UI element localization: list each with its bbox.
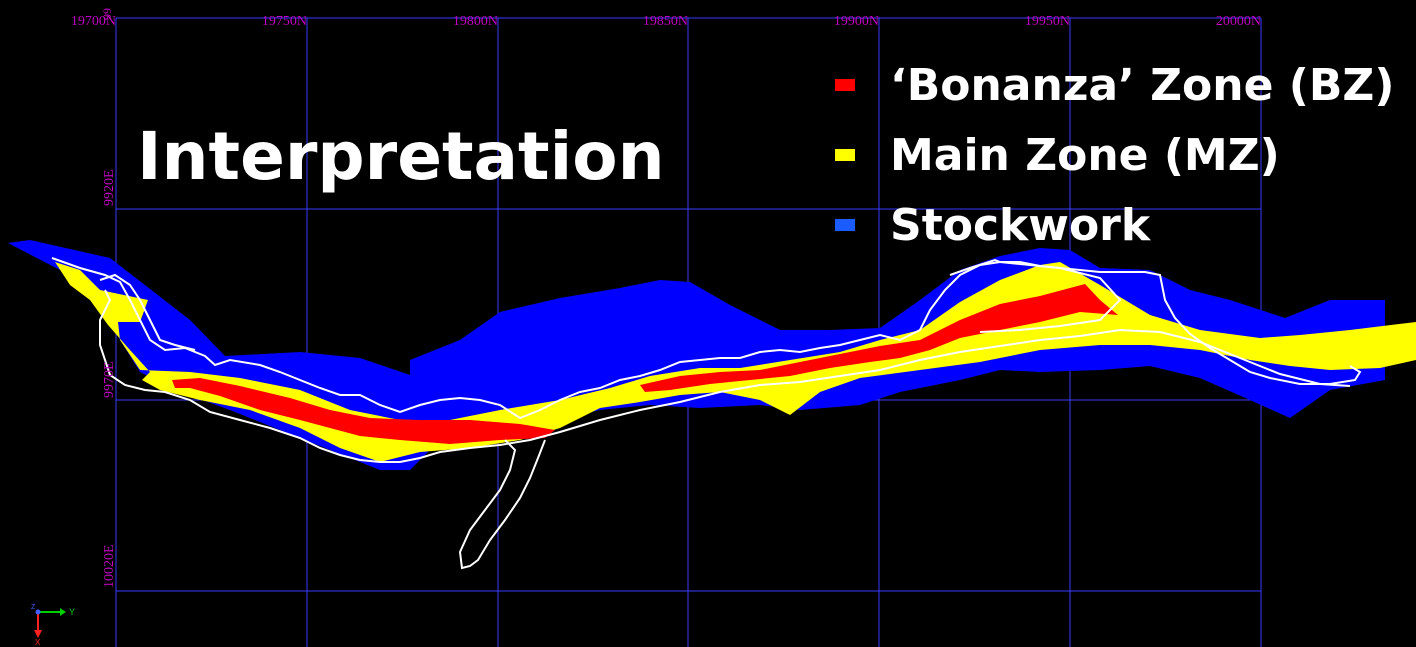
y-axis-label: Y — [69, 607, 75, 617]
easting-label-9970e: 9970E — [102, 361, 117, 398]
northing-label-19700n: 19700N — [70, 14, 116, 29]
shaft-outline — [458, 439, 546, 570]
easting-label-top-partial: 99 — [100, 8, 114, 20]
legend-item-stockwork: Stockwork — [835, 190, 1394, 260]
lower-outline — [99, 289, 1351, 463]
northing-label-19900n: 19900N — [833, 14, 879, 29]
legend: ‘Bonanza’ Zone (BZ) Main Zone (MZ) Stock… — [835, 50, 1394, 260]
axes-triad-icon: Y X Z — [28, 600, 88, 645]
bonanza-zone-upper — [640, 284, 1118, 392]
legend-swatch-main — [835, 149, 855, 161]
legend-swatch-bonanza — [835, 79, 855, 91]
legend-swatch-stockwork — [835, 219, 855, 231]
legend-label-main: Main Zone (MZ) — [890, 129, 1280, 181]
northing-label-19750n: 19750N — [261, 14, 307, 29]
bonanza-zone — [172, 378, 555, 444]
northing-label-19850n: 19850N — [642, 14, 688, 29]
legend-label-bonanza: ‘Bonanza’ Zone (BZ) — [890, 59, 1395, 111]
upper-left-outline — [99, 273, 196, 351]
legend-item-bonanza: ‘Bonanza’ Zone (BZ) — [835, 50, 1394, 120]
right-loop-outline — [949, 258, 1122, 333]
z-axis-label: Z — [31, 604, 36, 611]
y-axis-arrowhead — [60, 608, 66, 616]
northing-label-20000n: 20000N — [1215, 14, 1261, 29]
stockwork-zone — [8, 240, 1385, 470]
x-axis-label: X — [35, 638, 41, 645]
northing-label-19800n: 19800N — [452, 14, 498, 29]
pit-outline — [51, 257, 1362, 420]
legend-label-stockwork: Stockwork — [890, 199, 1151, 251]
easting-label-10020e: 10020E — [102, 544, 117, 588]
x-axis-arrowhead — [34, 630, 42, 638]
legend-item-main: Main Zone (MZ) — [835, 120, 1394, 190]
easting-label-9920e: 9920E — [102, 169, 117, 206]
z-axis-dot — [35, 609, 41, 615]
northing-label-19950n: 19950N — [1024, 14, 1070, 29]
view-title: Interpretation — [137, 118, 665, 195]
